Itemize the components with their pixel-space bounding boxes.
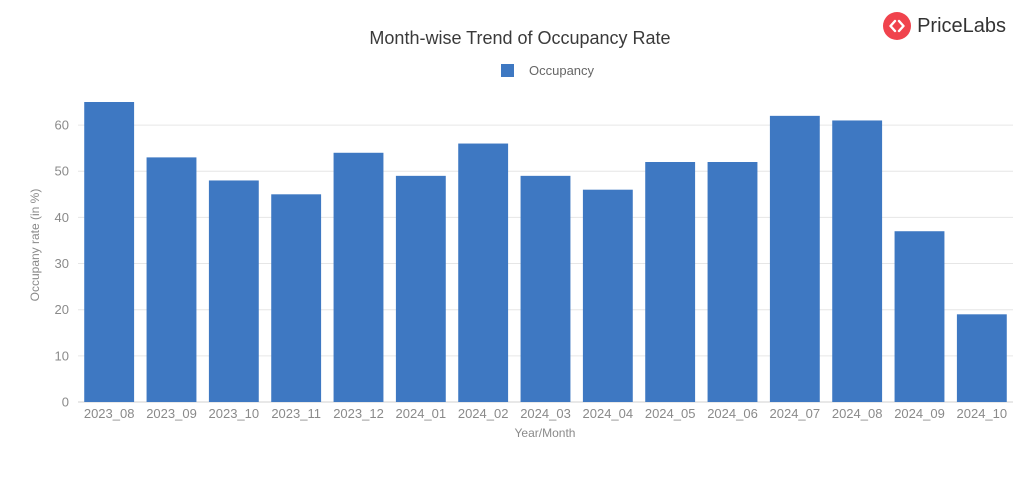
bar-2024_09[interactable]	[894, 231, 945, 402]
y-axis-label: Occupany rate (in %)	[28, 189, 42, 302]
x-tick-label: 2024_08	[832, 406, 883, 421]
bar-2024_01[interactable]	[395, 175, 446, 402]
y-tick-label: 0	[62, 395, 69, 410]
x-tick-label: 2023_08	[84, 406, 135, 421]
chart-title: Month-wise Trend of Occupancy Rate	[369, 28, 670, 48]
y-tick-label: 10	[55, 348, 69, 363]
bar-2023_09[interactable]	[146, 157, 197, 402]
bar-2024_08[interactable]	[832, 120, 883, 402]
brand-name: PriceLabs	[917, 14, 1006, 37]
bar-2024_03[interactable]	[520, 175, 571, 402]
x-tick-labels: 2023_08 2023_09 2023_10 2023_11 2023_12 2024_…	[84, 406, 1007, 421]
bar-2024_05[interactable]	[645, 162, 696, 402]
brand-logo: PriceLabs	[883, 12, 1006, 40]
bars	[84, 102, 1007, 403]
pricelabs-logo-icon	[883, 12, 912, 40]
bar-2023_11[interactable]	[271, 194, 322, 402]
x-tick-label: 2024_02	[458, 406, 509, 421]
legend[interactable]: Occupancy	[501, 63, 595, 78]
x-tick-label: 2024_07	[770, 406, 821, 421]
bar-2023_08[interactable]	[84, 102, 135, 402]
x-tick-label: 2024_09	[894, 406, 945, 421]
x-tick-label: 2024_05	[645, 406, 696, 421]
x-tick-label: 2023_12	[333, 406, 384, 421]
y-tick-label: 60	[55, 118, 69, 133]
x-axis-label: Year/Month	[515, 426, 576, 440]
x-tick-label: 2024_04	[583, 406, 634, 421]
legend-label: Occupancy	[529, 63, 595, 78]
x-tick-label: 2024_10	[957, 406, 1008, 421]
bar-2024_07[interactable]	[769, 115, 820, 402]
x-tick-label: 2024_01	[396, 406, 447, 421]
bar-2024_06[interactable]	[707, 162, 758, 402]
x-tick-label: 2023_11	[271, 406, 321, 421]
bar-2024_10[interactable]	[956, 314, 1007, 402]
x-tick-label: 2024_03	[520, 406, 571, 421]
bar-2024_04[interactable]	[582, 189, 633, 402]
legend-swatch	[501, 64, 514, 77]
bar-2023_10[interactable]	[208, 180, 259, 402]
x-tick-label: 2023_10	[209, 406, 260, 421]
bar-2024_02[interactable]	[458, 143, 509, 403]
y-tick-label: 50	[55, 164, 69, 179]
bar-2023_12[interactable]	[333, 152, 384, 402]
x-tick-label: 2023_09	[146, 406, 197, 421]
y-tick-label: 20	[55, 302, 69, 317]
y-tick-label: 40	[55, 210, 69, 225]
y-tick-label: 30	[55, 256, 69, 271]
y-tick-labels: 0 10 20 30 40 50 60	[55, 118, 69, 410]
x-tick-label: 2024_06	[707, 406, 758, 421]
